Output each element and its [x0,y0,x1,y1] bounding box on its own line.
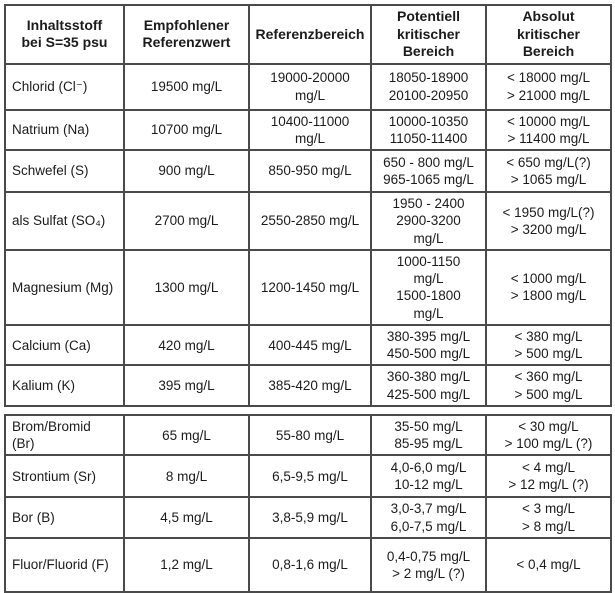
cell-potential-critical-range: 3,0-3,7 mg/L 6,0-7,5 mg/L [370,496,487,540]
cell-absolute-critical-range: < 4 mg/L > 12 mg/L (?) [485,454,612,499]
cell-reference-range: 55-80 mg/L [248,413,372,457]
cell-absolute-critical-range: < 1950 mg/L(?) > 3200 mg/L [485,191,612,251]
cell-substance: Magnesium (Mg) [4,248,125,326]
table-row-brom: Brom/Bromid (Br) 65 mg/L 55-80 mg/L 35-5… [4,413,612,457]
cell-reference-range: 385-420 mg/L [248,364,372,407]
table-row-bor: Bor (B) 4,5 mg/L 3,8-5,9 mg/L 3,0-3,7 mg… [4,496,612,540]
cell-reference-range: 2550-2850 mg/L [248,191,372,251]
cell-substance: Bor (B) [4,496,125,540]
cell-reference-range: 10400-11000 mg/L [248,108,372,152]
table-row-natrium: Natrium (Na) 10700 mg/L 10400-11000 mg/L… [4,108,612,152]
cell-potential-critical-range: 1950 - 2400 2900-3200 mg/L [370,191,487,251]
cell-substance: Strontium (Sr) [4,454,125,499]
cell-reference-range: 850-950 mg/L [248,149,372,194]
cell-substance: Brom/Bromid (Br) [4,413,125,457]
table-row-magnesium: Magnesium (Mg) 1300 mg/L 1200-1450 mg/L … [4,248,612,326]
cell-potential-critical-range: 360-380 mg/L 425-500 mg/L [370,364,487,407]
column-header-referenzbereich: Referenzbereich [248,4,372,65]
cell-reference-value: 8 mg/L [123,454,250,499]
header-row: Inhaltsstoff bei S=35 psu Empfohlener Re… [4,4,612,65]
cell-potential-critical-range: 35-50 mg/L 85-95 mg/L [370,413,487,457]
table-row-calcium: Calcium (Ca) 420 mg/L 400-445 mg/L 380-3… [4,323,612,367]
table-row-strontium: Strontium (Sr) 8 mg/L 6,5-9,5 mg/L 4,0-6… [4,454,612,499]
column-header-absolut-kritischer-bereich: Absolut kritischer Bereich [485,4,612,65]
cell-absolute-critical-range: < 380 mg/L > 500 mg/L [485,323,612,367]
cell-reference-value: 65 mg/L [123,413,250,457]
column-header-inhaltsstoff: Inhaltsstoff bei S=35 psu [4,4,125,65]
cell-reference-value: 19500 mg/L [123,62,250,111]
table-row-sulfat: als Sulfat (SO₄) 2700 mg/L 2550-2850 mg/… [4,191,612,251]
cell-absolute-critical-range: < 10000 mg/L > 11400 mg/L [485,108,612,152]
cell-potential-critical-range: 1000-1150 mg/L 1500-1800 mg/L [370,248,487,326]
cell-absolute-critical-range: < 18000 mg/L > 21000 mg/L [485,62,612,111]
column-header-empfohlener-referenzwert: Empfohlener Referenzwert [123,4,250,65]
cell-potential-critical-range: 18050-18900 20100-20950 [370,62,487,111]
cell-reference-range: 400-445 mg/L [248,323,372,367]
cell-substance: Kalium (K) [4,364,125,407]
cell-reference-value: 1300 mg/L [123,248,250,326]
cell-reference-range: 1200-1450 mg/L [248,248,372,326]
cell-absolute-critical-range: < 360 mg/L > 500 mg/L [485,364,612,407]
cell-reference-value: 395 mg/L [123,364,250,407]
table-row-kalium: Kalium (K) 395 mg/L 385-420 mg/L 360-380… [4,364,612,407]
cell-potential-critical-range: 4,0-6,0 mg/L 10-12 mg/L [370,454,487,499]
cell-absolute-critical-range: < 1000 mg/L > 1800 mg/L [485,248,612,326]
cell-potential-critical-range: 10000-10350 11050-11400 [370,108,487,152]
cell-reference-range: 3,8-5,9 mg/L [248,496,372,540]
cell-reference-value: 420 mg/L [123,323,250,367]
table-row-schwefel: Schwefel (S) 900 mg/L 850-950 mg/L 650 -… [4,149,612,194]
table-row-chlorid: Chlorid (Cl⁻) 19500 mg/L 19000-20000 mg/… [4,62,612,111]
cell-potential-critical-range: 650 - 800 mg/L 965-1065 mg/L [370,149,487,194]
cell-reference-range: 6,5-9,5 mg/L [248,454,372,499]
cell-absolute-critical-range: < 3 mg/L > 8 mg/L [485,496,612,540]
cell-reference-value: 900 mg/L [123,149,250,194]
column-header-potentiell-kritischer-bereich: Potentiell kritischer Bereich [370,4,487,65]
cell-reference-range: 19000-20000 mg/L [248,62,372,111]
cell-substance: Schwefel (S) [4,149,125,194]
cell-absolute-critical-range: < 30 mg/L > 100 mg/L (?) [485,413,612,457]
cell-substance: Calcium (Ca) [4,323,125,367]
reference-table-lower: Brom/Bromid (Br) 65 mg/L 55-80 mg/L 35-5… [4,413,612,593]
cell-reference-value: 2700 mg/L [123,191,250,251]
cell-reference-value: 10700 mg/L [123,108,250,152]
cell-potential-critical-range: 380-395 mg/L 450-500 mg/L [370,323,487,367]
cell-substance: Chlorid (Cl⁻) [4,62,125,111]
reference-table-upper: Inhaltsstoff bei S=35 psu Empfohlener Re… [4,4,612,407]
cell-absolute-critical-range: < 650 mg/L(?) > 1065 mg/L [485,149,612,194]
cell-reference-value: 4,5 mg/L [123,496,250,540]
cell-substance: als Sulfat (SO₄) [4,191,125,251]
cell-substance: Natrium (Na) [4,108,125,152]
